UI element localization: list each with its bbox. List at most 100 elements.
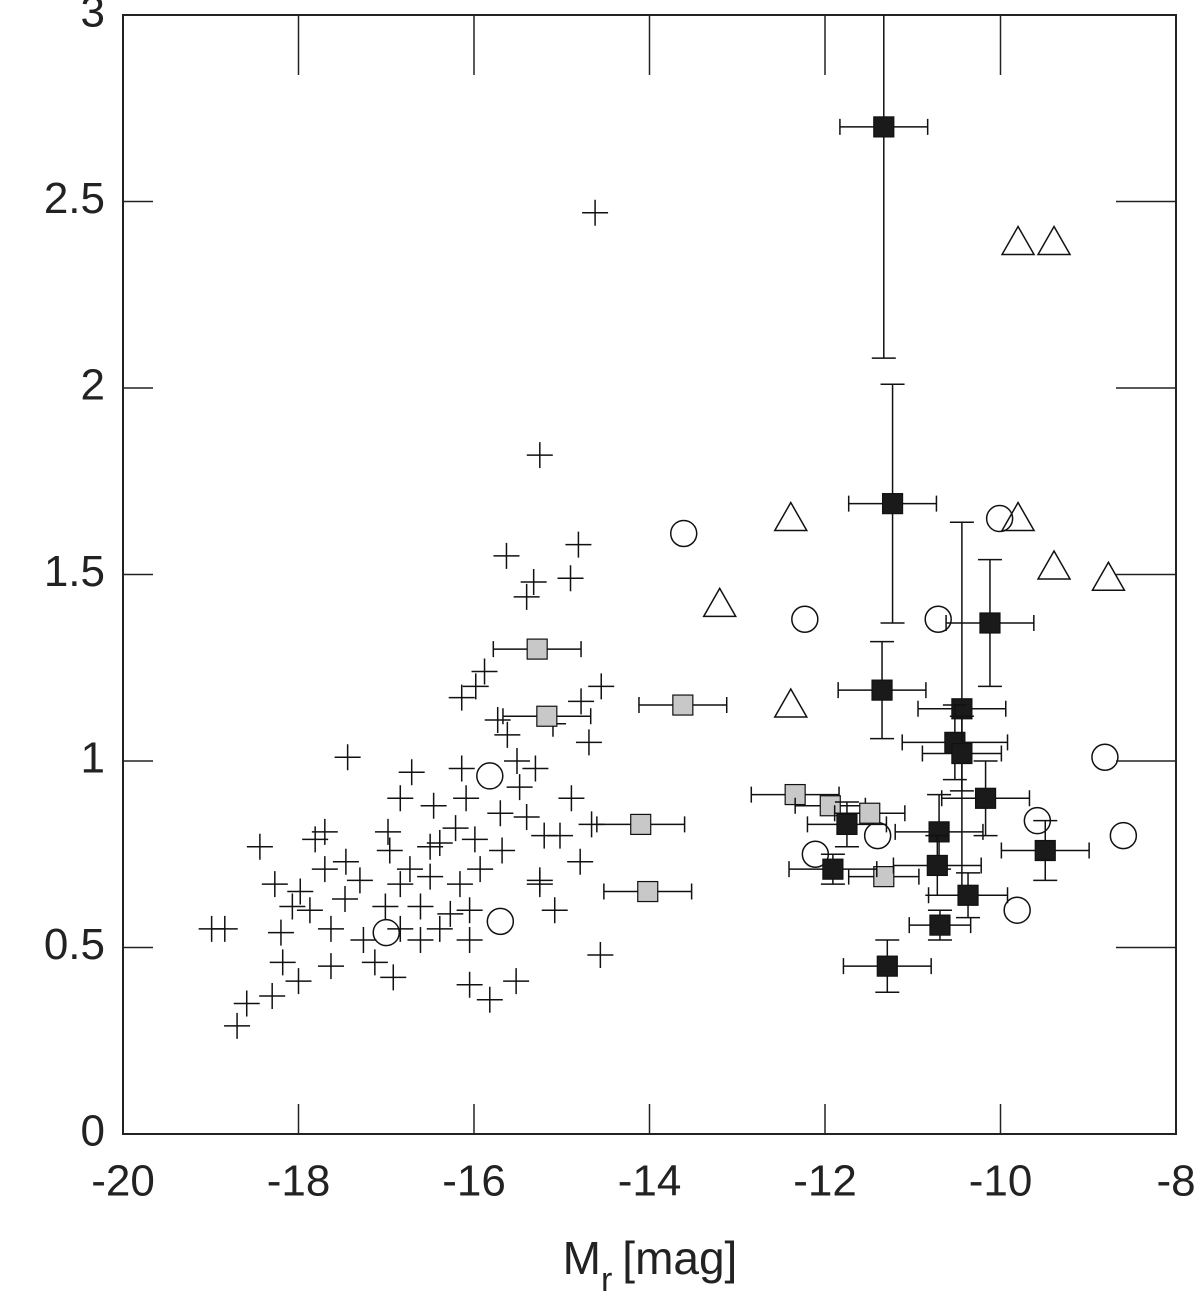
plus-marker xyxy=(442,815,469,842)
plus-marker xyxy=(285,968,312,995)
plot-area xyxy=(198,15,1138,1039)
square-marker xyxy=(859,802,881,824)
triangle-marker xyxy=(1091,560,1126,591)
plus-marker xyxy=(279,893,306,920)
square-marker xyxy=(1034,839,1056,862)
x-tick-label: -16 xyxy=(442,1157,506,1206)
plus-marker xyxy=(582,199,609,226)
x-tick-label: -8 xyxy=(1156,1157,1195,1206)
plus-marker xyxy=(380,964,407,991)
plus-marker xyxy=(426,830,453,857)
plus-marker xyxy=(471,658,498,685)
plus-marker xyxy=(267,919,294,946)
plus-marker xyxy=(350,927,377,954)
circle-marker xyxy=(1003,896,1031,924)
plus-marker xyxy=(261,871,288,898)
plus-marker xyxy=(246,833,273,860)
plus-marker xyxy=(456,897,483,924)
plus-marker xyxy=(417,833,444,860)
plus-marker xyxy=(396,856,423,883)
plus-marker xyxy=(317,953,344,980)
plus-marker xyxy=(565,531,592,558)
square-marker xyxy=(822,858,844,880)
plus-marker xyxy=(575,729,602,756)
y-tick-label: 2.5 xyxy=(44,174,105,223)
plus-marker xyxy=(484,706,511,733)
x-label-unit: [mag] xyxy=(622,1232,737,1284)
plus-marker xyxy=(398,759,425,786)
plus-marker xyxy=(448,755,475,782)
plus-marker xyxy=(567,848,594,875)
square-marker xyxy=(974,787,997,809)
triangle-marker xyxy=(702,586,737,618)
x-axis-label: Mr [mag] xyxy=(563,1232,738,1299)
plus-marker xyxy=(387,871,414,898)
circle-marker xyxy=(791,605,819,634)
x-label-subscript: r xyxy=(601,1261,612,1299)
plus-marker xyxy=(332,848,359,875)
square-marker xyxy=(836,813,858,836)
triangle-marker xyxy=(1000,501,1036,532)
square-marker xyxy=(928,821,950,843)
plus-marker xyxy=(448,684,475,711)
circle-marker xyxy=(985,504,1014,533)
x-label-base: M xyxy=(563,1232,601,1284)
plus-marker xyxy=(476,986,503,1013)
plus-marker xyxy=(520,568,547,595)
triangle-marker xyxy=(1036,549,1072,580)
square-marker xyxy=(873,866,895,888)
x-tick-label: -14 xyxy=(618,1157,682,1206)
circle-marker xyxy=(924,605,952,634)
plus-marker xyxy=(453,785,480,812)
square-marker xyxy=(637,880,659,903)
plus-marker xyxy=(224,1012,251,1039)
plot-frame xyxy=(122,14,1177,1135)
plus-marker xyxy=(296,897,323,924)
plus-marker xyxy=(557,565,584,592)
y-error-bar xyxy=(871,15,896,359)
y-tick-label: 0 xyxy=(81,1107,105,1156)
circle-marker xyxy=(1091,743,1119,772)
plus-marker xyxy=(546,822,573,849)
square-marker xyxy=(630,813,652,836)
plus-marker xyxy=(461,826,488,853)
square-marker xyxy=(526,638,548,660)
plus-marker xyxy=(346,867,373,894)
plus-marker xyxy=(311,818,338,845)
plus-marker xyxy=(446,871,473,898)
square-marker xyxy=(873,116,895,138)
plus-marker xyxy=(259,982,286,1009)
plus-marker xyxy=(489,837,516,864)
plus-marker xyxy=(302,826,329,853)
y-tick-label: 2 xyxy=(81,361,105,410)
plus-marker xyxy=(361,949,388,976)
plus-marker xyxy=(513,803,540,830)
square-marker xyxy=(929,914,951,936)
plus-marker xyxy=(587,941,614,968)
triangle-marker xyxy=(1036,225,1072,256)
plus-marker xyxy=(506,774,533,801)
plus-marker xyxy=(558,785,585,812)
y-tick-label: 0.5 xyxy=(44,920,105,969)
plus-marker xyxy=(407,927,434,954)
plus-marker xyxy=(503,968,530,995)
plus-marker xyxy=(493,542,520,569)
triangle-marker xyxy=(773,687,809,718)
plus-marker xyxy=(503,748,530,774)
square-marker xyxy=(876,955,898,977)
plus-marker xyxy=(233,990,260,1017)
plus-marker xyxy=(375,818,402,845)
circle-marker xyxy=(486,907,515,936)
plus-marker xyxy=(334,744,361,771)
circle-marker xyxy=(476,762,504,790)
plus-marker xyxy=(387,915,414,942)
x-tick-label: -18 xyxy=(267,1157,331,1206)
plus-marker xyxy=(487,800,514,827)
plus-marker xyxy=(376,837,403,864)
square-marker xyxy=(871,679,893,701)
square-marker xyxy=(957,884,979,906)
square-marker xyxy=(536,705,558,727)
plus-marker xyxy=(332,886,359,913)
plus-marker xyxy=(198,915,225,942)
circle-marker xyxy=(372,918,400,947)
